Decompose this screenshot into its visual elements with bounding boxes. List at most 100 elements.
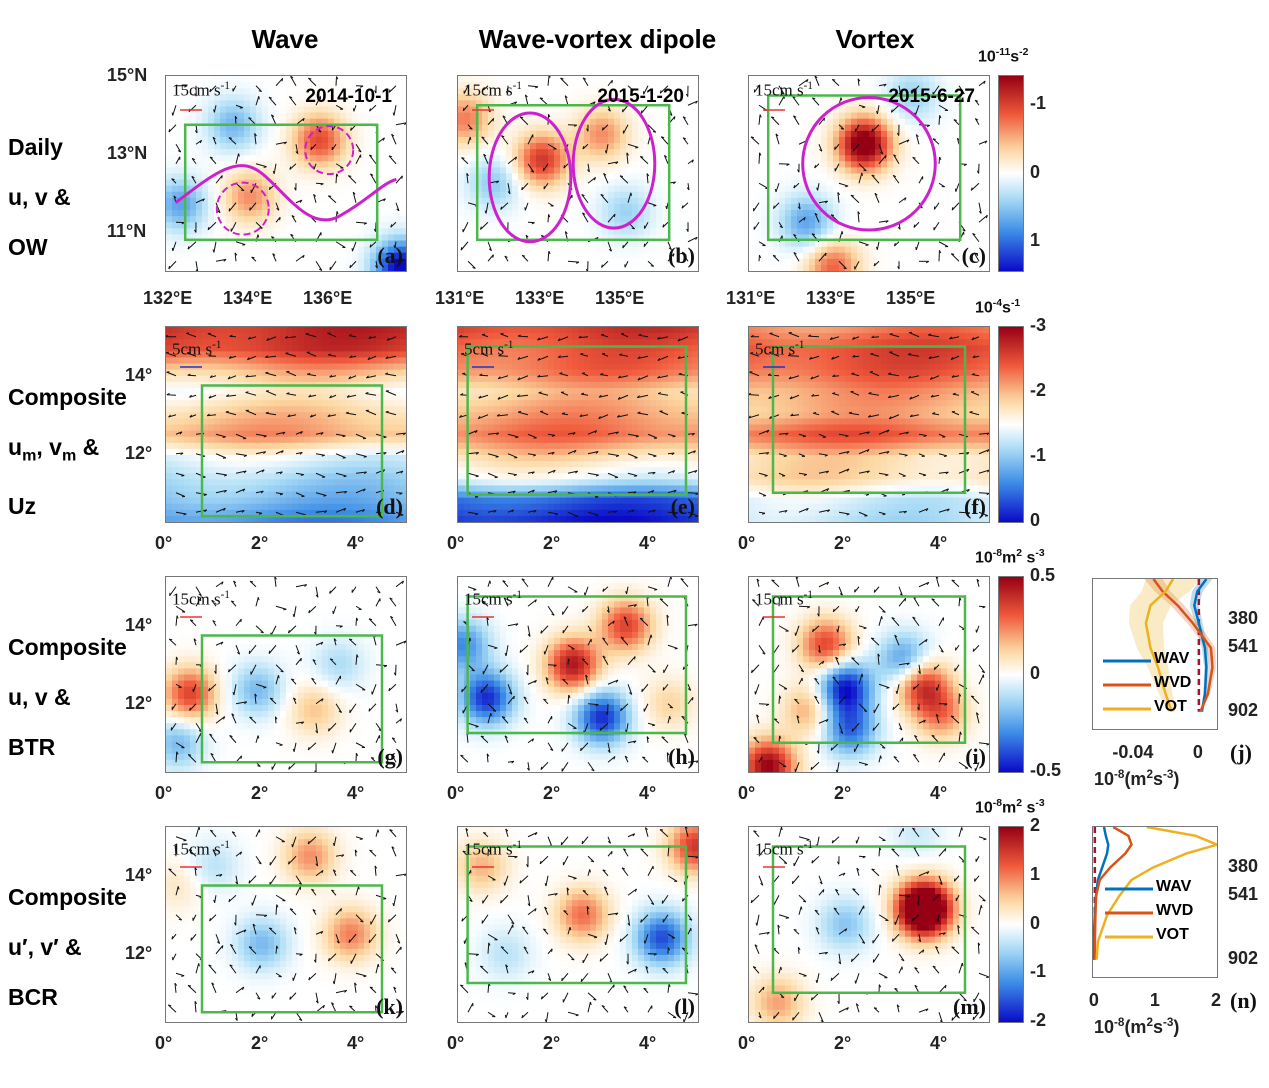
heat-cell <box>352 185 359 193</box>
heat-cell <box>749 252 756 260</box>
heat-cell <box>280 240 287 248</box>
heat-cell <box>280 167 287 175</box>
heat-cell <box>298 264 305 271</box>
heat-cell <box>214 100 221 108</box>
heat-cell <box>578 203 585 211</box>
heat-cell <box>310 124 317 132</box>
heat-cell <box>899 106 906 114</box>
heat-cell <box>983 112 989 120</box>
heat-cell <box>304 246 311 254</box>
arrow-head <box>271 114 275 117</box>
heat-cell <box>328 149 335 156</box>
heat-cell <box>488 143 495 150</box>
arrow-head <box>681 205 684 209</box>
heat-cell <box>947 197 954 205</box>
arrow-head <box>892 174 897 178</box>
heat-cell <box>524 216 531 223</box>
heat-cell <box>184 351 191 359</box>
velocity-arrow <box>605 144 609 154</box>
heat-cell <box>749 197 756 205</box>
heat-cell <box>839 240 846 248</box>
heat-cell <box>566 94 573 101</box>
arrow-head <box>488 248 492 252</box>
arrow-head <box>652 131 656 133</box>
heat-cell <box>947 76 954 83</box>
heat-cell <box>178 246 185 254</box>
heat-cell <box>274 264 281 271</box>
heat-cell <box>971 161 978 169</box>
velocity-arrow <box>953 119 960 126</box>
heat-cell <box>518 264 525 271</box>
heat-cell <box>977 264 984 271</box>
heat-cell <box>286 191 293 199</box>
heat-cell <box>196 179 203 187</box>
heat-cell <box>584 143 591 150</box>
heat-cell <box>226 112 233 120</box>
heat-cell <box>755 136 762 144</box>
heat-cell <box>536 94 543 101</box>
heat-cell <box>518 76 525 83</box>
heat-cell <box>470 149 477 156</box>
velocity-arrow <box>524 202 529 211</box>
heat-cell <box>196 258 203 266</box>
heat-cell <box>518 258 525 266</box>
heat-cell <box>190 387 197 395</box>
heat-cell <box>773 240 780 248</box>
velocity-arrow <box>547 202 554 207</box>
heat-cell <box>959 100 966 108</box>
heat-cell <box>340 228 347 236</box>
heat-cell <box>614 88 621 95</box>
heat-cell <box>935 252 942 260</box>
heat-cell <box>626 210 633 217</box>
heat-cell <box>686 161 693 169</box>
heat-cell <box>923 136 930 144</box>
heat-cell <box>863 100 870 108</box>
heat-cell <box>656 130 663 138</box>
heat-cell <box>941 240 948 248</box>
heat-cell <box>674 246 681 254</box>
heat-cell <box>656 173 663 181</box>
heat-cell <box>190 124 197 132</box>
heat-cell <box>322 143 329 150</box>
heat-cell <box>566 228 573 236</box>
heat-cell <box>821 167 828 175</box>
heat-cell <box>662 222 669 229</box>
heat-cell <box>797 94 804 101</box>
row-label-line: Composite <box>8 384 127 410</box>
heat-cell <box>376 76 383 83</box>
heat-cell <box>352 167 359 175</box>
heat-cell <box>220 228 227 236</box>
heat-cell <box>893 106 900 114</box>
heat-cell <box>382 216 389 223</box>
heat-cell <box>196 485 203 493</box>
heat-cell <box>554 94 561 101</box>
heat-cell <box>572 210 579 217</box>
heat-cell <box>214 339 221 346</box>
heat-cell <box>614 234 621 242</box>
heat-cell <box>887 88 894 95</box>
heat-cell <box>845 240 852 248</box>
velocity-arrow <box>369 154 377 165</box>
heat-cell <box>815 143 822 150</box>
heat-cell <box>376 149 383 156</box>
heat-cell <box>773 94 780 101</box>
heat-cell <box>827 88 834 95</box>
heat-cell <box>608 210 615 217</box>
heat-cell <box>286 82 293 89</box>
heat-cell <box>662 112 669 120</box>
heat-cell <box>566 240 573 248</box>
heat-cell <box>364 258 371 266</box>
heat-cell <box>560 94 567 101</box>
heat-cell <box>869 124 876 132</box>
arrow-head <box>251 256 255 259</box>
heat-cell <box>941 143 948 150</box>
heat-cell <box>935 210 942 217</box>
heat-cell <box>923 94 930 101</box>
heat-cell <box>226 442 233 450</box>
heat-cell <box>208 461 215 468</box>
heat-cell <box>376 94 383 101</box>
heat-cell <box>512 240 519 248</box>
heat-cell <box>821 136 828 144</box>
heat-cell <box>370 197 377 205</box>
heat-cell <box>214 94 221 101</box>
